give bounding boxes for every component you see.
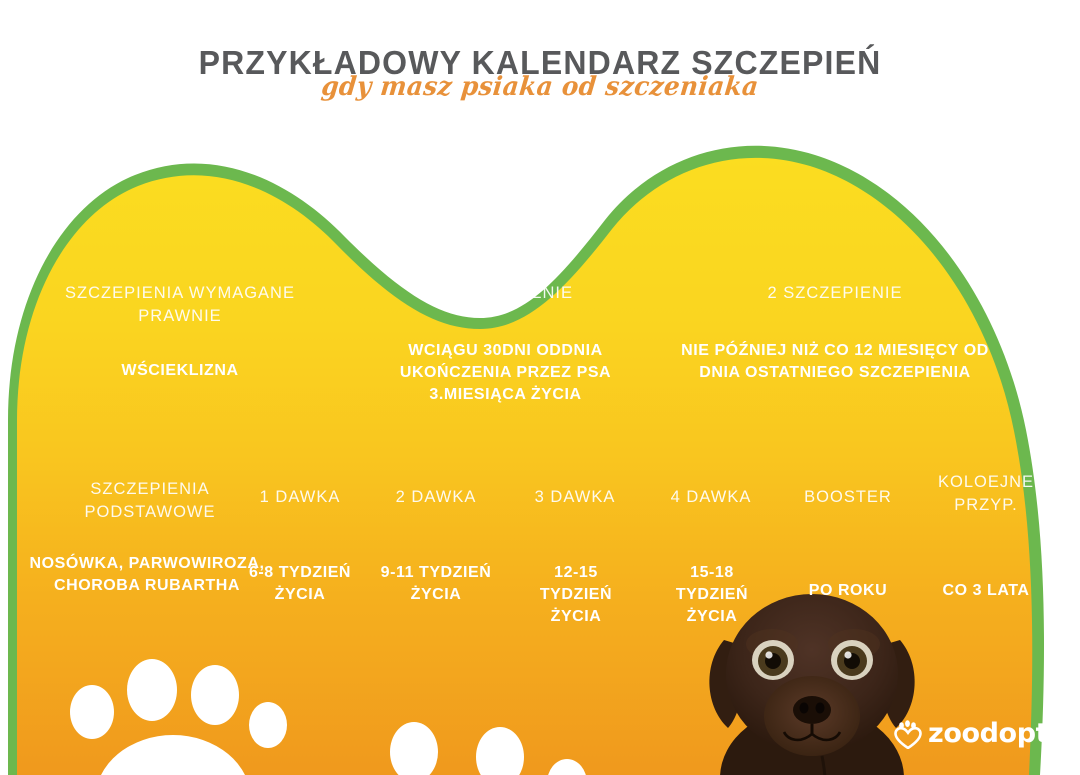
section-core-col-2-header: 2 DAWKA [395, 488, 477, 506]
section-legal-row-header: SZCZEPIENIA WYMAGANE PRAWNIE [65, 284, 295, 326]
paw-print-left-icon [70, 659, 287, 775]
section-core-col-2-value: 9-11 TYDZIEŃ ŻYCIA [380, 564, 492, 604]
puppy-illustration [709, 594, 915, 775]
paw-print-center-icon [390, 722, 587, 775]
section-core-col-1-value: 6-8 TYDZIEŃ ŻYCIA [248, 564, 352, 604]
title-block: PRZYKŁADOWY KALENDARZ SZCZEPIEŃ gdy masz… [0, 44, 1080, 102]
brand-logo[interactable]: zoodoptuj [893, 718, 1076, 749]
section-core-col-6-header: KOLOEJNE PRZYP. [937, 473, 1035, 515]
section-legal-col-2-value: NIE PÓŹNIEJ NIŻ CO 12 MIESIĘCY OD DNIA O… [681, 342, 989, 382]
dog-photo [672, 588, 952, 775]
section-core-row-value: NOSÓWKA, PARWOWIROZA, CHOROBA RUBARTHA [29, 555, 265, 595]
section-core-col-3-value: 12-15 TYDZIEŃ ŻYCIA [539, 564, 613, 626]
section-legal-col-1-header: 1 SZCZEPIENIE [438, 284, 573, 302]
section-core-col-6-value: CO 3 LATA [942, 582, 1030, 599]
section-legal-row-value: WŚCIEKLIZNA [121, 362, 239, 379]
page-title: PRZYKŁADOWY KALENDARZ SZCZEPIEŃ [198, 44, 882, 81]
logo-text: zoodoptuj [928, 718, 1076, 749]
paw-decorations [70, 659, 587, 775]
section-core-col-3-header: 3 DAWKA [534, 488, 616, 506]
section-core-col-5-value: PO ROKU [808, 582, 888, 599]
section-core-row-header: SZCZEPIENIA PODSTAWOWE [84, 480, 216, 522]
section-core-col-5-header: BOOSTER [804, 488, 892, 506]
section-core-col-1-header: 1 DAWKA [259, 488, 341, 506]
section-legal-col-2-header: 2 SZCZEPIENIE [767, 284, 903, 302]
page-subtitle: gdy masz psiaka od szczeniaka [319, 72, 761, 102]
section-core-col-4-value: 15-18 TYDZIEŃ ŻYCIA [675, 564, 749, 626]
section-legal-col-1-value: WCIĄGU 30DNI ODDNIA UKOŃCZENIA PRZEZ PSA… [399, 342, 612, 404]
paw-heart-icon [894, 719, 922, 749]
section-core-col-4-header: 4 DAWKA [670, 488, 752, 506]
